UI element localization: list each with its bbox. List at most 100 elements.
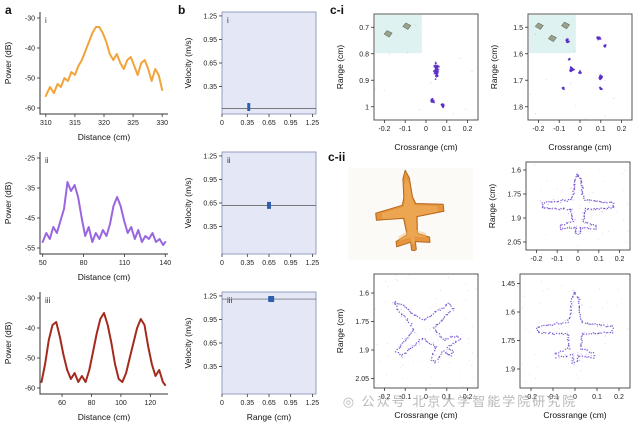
svg-text:1.8: 1.8: [513, 104, 523, 111]
svg-text:-30: -30: [25, 296, 35, 303]
svg-text:iii: iii: [227, 296, 233, 305]
svg-text:0: 0: [220, 400, 224, 407]
svg-text:1.25: 1.25: [306, 120, 320, 127]
svg-text:1.75: 1.75: [501, 338, 515, 345]
svg-text:0: 0: [573, 394, 577, 401]
svg-text:Velocity (m/s): Velocity (m/s): [183, 37, 193, 88]
svg-text:0.65: 0.65: [262, 400, 276, 407]
svg-text:0.35: 0.35: [240, 400, 254, 407]
panel-label-a: a: [5, 3, 12, 17]
svg-text:0.65: 0.65: [262, 260, 276, 267]
plane-scatter-bottom-right: -0.2 -0.1 0 0.1 0.2 1.45 1.6 1.75 1.9 Crossrange …: [501, 273, 631, 420]
svg-text:-60: -60: [25, 106, 35, 113]
svg-text:-40: -40: [25, 326, 35, 333]
svg-text:1.6: 1.6: [513, 51, 523, 58]
svg-text:-0.1: -0.1: [547, 394, 559, 401]
svg-text:1.7: 1.7: [513, 78, 523, 85]
svg-text:-30: -30: [25, 16, 35, 23]
svg-text:Crossrange (cm): Crossrange (cm): [548, 142, 611, 152]
svg-text:0.9: 0.9: [359, 78, 369, 85]
svg-text:0.95: 0.95: [284, 400, 298, 407]
svg-text:1.45: 1.45: [501, 281, 515, 288]
svg-text:120: 120: [145, 400, 157, 407]
svg-text:Velocity (m/s): Velocity (m/s): [183, 317, 193, 368]
svg-text:1.9: 1.9: [359, 348, 369, 355]
svg-text:0.65: 0.65: [262, 120, 276, 127]
svg-text:0: 0: [578, 126, 582, 133]
svg-text:0: 0: [424, 126, 428, 133]
svg-text:-0.1: -0.1: [553, 126, 565, 133]
svg-text:1.25: 1.25: [306, 260, 320, 267]
svg-text:Crossrange (cm): Crossrange (cm): [394, 142, 457, 152]
svg-text:0.1: 0.1: [592, 394, 602, 401]
svg-text:Distance (cm): Distance (cm): [78, 132, 131, 142]
svg-text:1.25: 1.25: [203, 13, 217, 20]
scatter-ci-right: -0.2 -0.1 0 0.1 0.2 1.5 1.6 1.7 1.8 Crossrange (c…: [489, 13, 633, 152]
svg-text:1.9: 1.9: [511, 216, 521, 223]
svg-text:320: 320: [98, 120, 110, 127]
chart-a-ii-power-distance: 50 80 110 140 -25 -35 -45 -55 Distance (cm) Power…: [3, 152, 171, 282]
svg-text:140: 140: [159, 260, 171, 267]
watermark-text: 公众号 北京大学智能学院研究院: [361, 394, 578, 409]
svg-text:iii: iii: [45, 296, 51, 305]
svg-text:0.65: 0.65: [203, 61, 217, 68]
svg-text:1.75: 1.75: [507, 192, 521, 199]
chart-b-iii-velocity-range: 0 0.35 0.65 0.95 1.25 0.35 0.65 0.95 1.25 Range (…: [183, 291, 319, 422]
svg-text:0: 0: [424, 394, 428, 401]
svg-text:330: 330: [156, 120, 168, 127]
svg-text:i: i: [227, 16, 229, 25]
svg-text:1: 1: [365, 104, 369, 111]
svg-text:Range (cm): Range (cm): [247, 412, 292, 422]
svg-text:100: 100: [115, 400, 127, 407]
svg-text:0: 0: [220, 120, 224, 127]
svg-text:ii: ii: [45, 156, 49, 165]
plane-scatter-top-right: -0.2 -0.1 0 0.1 0.2 1.6 1.75 1.9 2.05 Range (cm): [487, 161, 631, 263]
svg-text:-35: -35: [25, 186, 35, 193]
svg-text:2.05: 2.05: [507, 240, 521, 247]
svg-text:Range (cm): Range (cm): [489, 45, 499, 90]
svg-text:0.65: 0.65: [203, 201, 217, 208]
chart-b-ii-velocity-range: 0 0.35 0.65 0.95 1.25 0.35 0.65 0.95 1.25 Velocit…: [183, 151, 320, 267]
svg-text:0.35: 0.35: [203, 364, 217, 371]
svg-text:Crossrange (cm): Crossrange (cm): [394, 410, 457, 420]
svg-text:1.75: 1.75: [355, 319, 369, 326]
svg-text:1.25: 1.25: [203, 293, 217, 300]
svg-text:0.35: 0.35: [240, 260, 254, 267]
svg-text:0.95: 0.95: [284, 260, 298, 267]
svg-text:2.05: 2.05: [355, 376, 369, 383]
svg-text:-50: -50: [25, 356, 35, 363]
svg-text:Range (cm): Range (cm): [487, 184, 497, 229]
svg-text:-55: -55: [25, 246, 35, 253]
svg-text:-40: -40: [25, 46, 35, 53]
svg-text:325: 325: [127, 120, 139, 127]
svg-text:1.6: 1.6: [511, 168, 521, 175]
svg-text:-0.2: -0.2: [378, 394, 390, 401]
scatter-ci-left: -0.2 -0.1 0 0.1 0.2 0.7 0.8 0.9 1 Crossrange (cm)…: [335, 13, 479, 152]
svg-text:0.2: 0.2: [617, 126, 627, 133]
svg-text:0.2: 0.2: [463, 394, 473, 401]
svg-text:-0.2: -0.2: [378, 126, 390, 133]
svg-text:0.2: 0.2: [463, 126, 473, 133]
svg-text:Power (dB): Power (dB): [3, 322, 13, 365]
panel-label-b: b: [178, 3, 186, 17]
svg-text:0.1: 0.1: [442, 394, 452, 401]
svg-text:-0.2: -0.2: [525, 394, 537, 401]
svg-text:Range (cm): Range (cm): [335, 309, 345, 354]
svg-text:0.65: 0.65: [203, 341, 217, 348]
svg-text:Range (cm): Range (cm): [335, 45, 345, 90]
svg-text:80: 80: [88, 400, 96, 407]
svg-text:-0.1: -0.1: [399, 126, 411, 133]
svg-text:-60: -60: [25, 386, 35, 393]
svg-text:0.95: 0.95: [203, 177, 217, 184]
svg-text:0.35: 0.35: [203, 224, 217, 231]
svg-text:310: 310: [40, 120, 52, 127]
svg-text:-0.1: -0.1: [399, 394, 411, 401]
svg-text:0.8: 0.8: [359, 51, 369, 58]
chart-a-iii-power-distance: 60 80 100 120 -30 -40 -50 -60 Distance (cm) Power…: [3, 292, 168, 422]
svg-text:0.95: 0.95: [203, 37, 217, 44]
svg-text:315: 315: [69, 120, 81, 127]
svg-text:-0.2: -0.2: [532, 126, 544, 133]
svg-text:0: 0: [220, 260, 224, 267]
svg-text:0.95: 0.95: [284, 120, 298, 127]
